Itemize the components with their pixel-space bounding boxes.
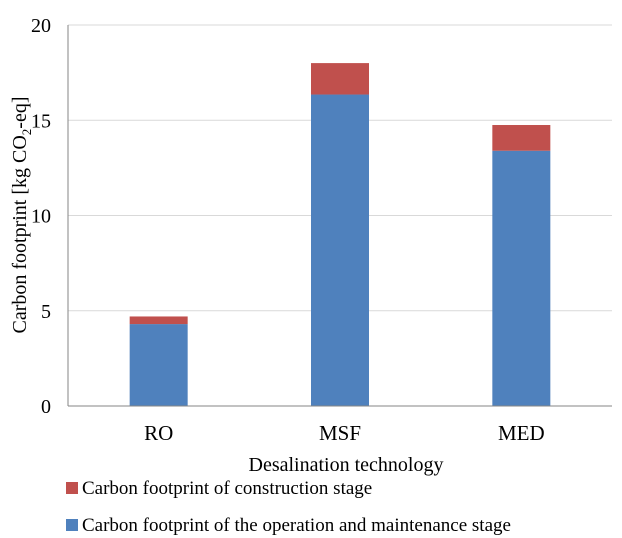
y-tick-label: 15 (31, 110, 51, 132)
legend-label: Carbon footprint of the operation and ma… (82, 515, 511, 536)
x-tick-labels: RO MSF MED (144, 421, 545, 445)
x-tick-label: MSF (319, 421, 361, 445)
bar-segment (492, 150, 551, 406)
x-tick-label: RO (144, 421, 173, 445)
y-tick-label: 20 (31, 15, 51, 37)
y-axis-title-subscript: 2 (19, 129, 34, 136)
x-tick-label: MED (498, 421, 545, 445)
bar-segment (129, 316, 188, 325)
bar-segment (311, 63, 369, 95)
legend-swatch (66, 482, 78, 494)
bars (129, 63, 551, 406)
y-axis-title-main: Carbon footprint [kg CO (9, 135, 31, 333)
y-tick-label: 5 (41, 301, 51, 323)
legend: Carbon footprint of construction stage Ca… (66, 478, 511, 536)
y-tick-labels: 0 5 10 15 20 (31, 15, 51, 418)
legend-label: Carbon footprint of construction stage (82, 478, 372, 499)
y-axis-title-end: -eq] (9, 96, 31, 128)
y-tick-label: 10 (31, 206, 51, 228)
x-axis-title: Desalination technology (249, 454, 444, 476)
y-axis-title: Carbon footprint [kg CO2-eq] (9, 96, 34, 333)
bar-segment (311, 94, 369, 406)
bar-segment (129, 324, 188, 406)
bar-segment (492, 125, 551, 151)
legend-swatch (66, 519, 78, 531)
y-tick-label: 0 (41, 396, 51, 418)
